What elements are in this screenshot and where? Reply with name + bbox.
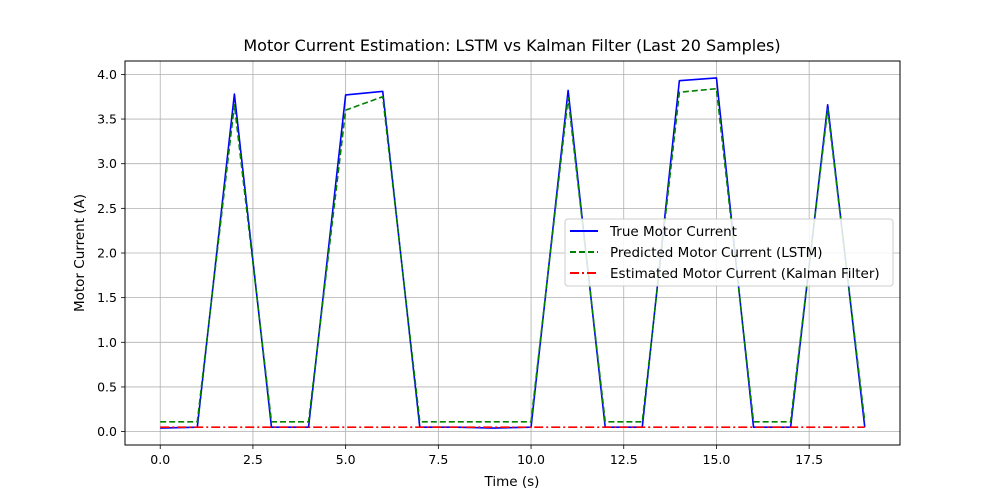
series-predicted-motor-current-lstm: [160, 87, 866, 423]
legend-label-true-motor-current: True Motor Current: [609, 224, 737, 240]
x-tick-label: 2.5: [243, 452, 263, 467]
y-tick-label: 2.0: [97, 246, 117, 261]
chart-title: Motor Current Estimation: LSTM vs Kalman…: [243, 36, 780, 55]
x-tick-label: 15.0: [703, 452, 731, 467]
x-tick-label: 7.5: [428, 452, 448, 467]
y-axis: 0.0 0.5 1.0 1.5 2.0 2.5 3.0 3.5 4.0: [97, 67, 125, 439]
x-axis: 0.0 2.5 5.0 7.5 10.0 12.5 15.0 17.5: [150, 445, 823, 467]
x-tick-label: 17.5: [795, 452, 823, 467]
legend: True Motor Current Predicted Motor Curre…: [564, 218, 894, 287]
legend-label-estimated-motor-current-kalman: Estimated Motor Current (Kalman Filter): [610, 266, 880, 282]
y-tick-label: 1.5: [97, 290, 117, 305]
grid: [125, 61, 900, 445]
x-tick-label: 5.0: [336, 452, 356, 467]
x-tick-label: 12.5: [610, 452, 638, 467]
y-axis-label: Motor Current (A): [72, 194, 88, 312]
y-tick-label: 0.0: [97, 424, 117, 439]
legend-box: [564, 218, 894, 287]
y-tick-label: 3.0: [97, 156, 117, 171]
y-tick-label: 1.0: [97, 335, 117, 350]
y-tick-label: 3.5: [97, 112, 117, 127]
x-axis-label: Time (s): [484, 474, 540, 490]
legend-label-predicted-motor-current-lstm: Predicted Motor Current (LSTM): [610, 245, 822, 261]
y-tick-label: 4.0: [97, 67, 117, 82]
plot-series: [160, 77, 866, 429]
y-tick-label: 2.5: [97, 201, 117, 216]
x-tick-label: 0.0: [150, 452, 170, 467]
x-tick-label: 10.0: [517, 452, 545, 467]
y-tick-label: 0.5: [97, 379, 117, 394]
